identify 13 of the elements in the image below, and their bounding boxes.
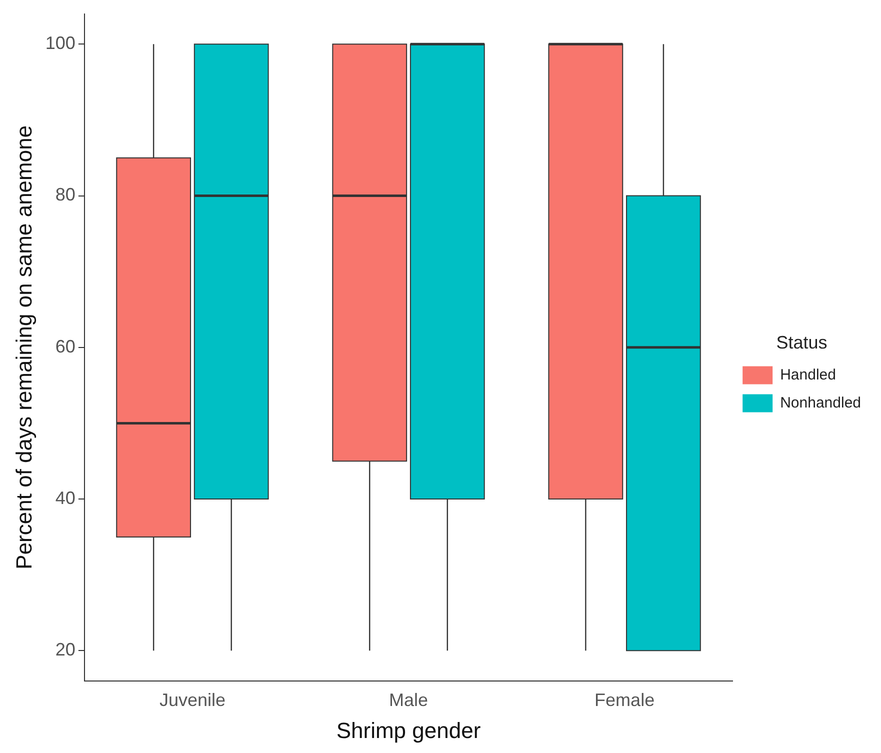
y-tick-label: 40 [55,488,76,508]
y-tick-label: 60 [55,336,76,356]
legend-label: Nonhandled [780,394,862,412]
x-axis-title: Shrimp gender [336,718,481,743]
x-tick-label: Juvenile [159,690,226,710]
legend-title: Status [776,332,828,353]
y-tick-label: 20 [55,640,76,660]
legend-label: Handled [780,366,836,384]
y-tick-label: 100 [45,33,76,54]
y-tick-label: 80 [55,184,76,205]
y-axis-title: Percent of days remaining on same anemone [11,125,36,570]
x-tick-label: Male [389,690,428,710]
x-tick-label: Female [594,690,655,710]
